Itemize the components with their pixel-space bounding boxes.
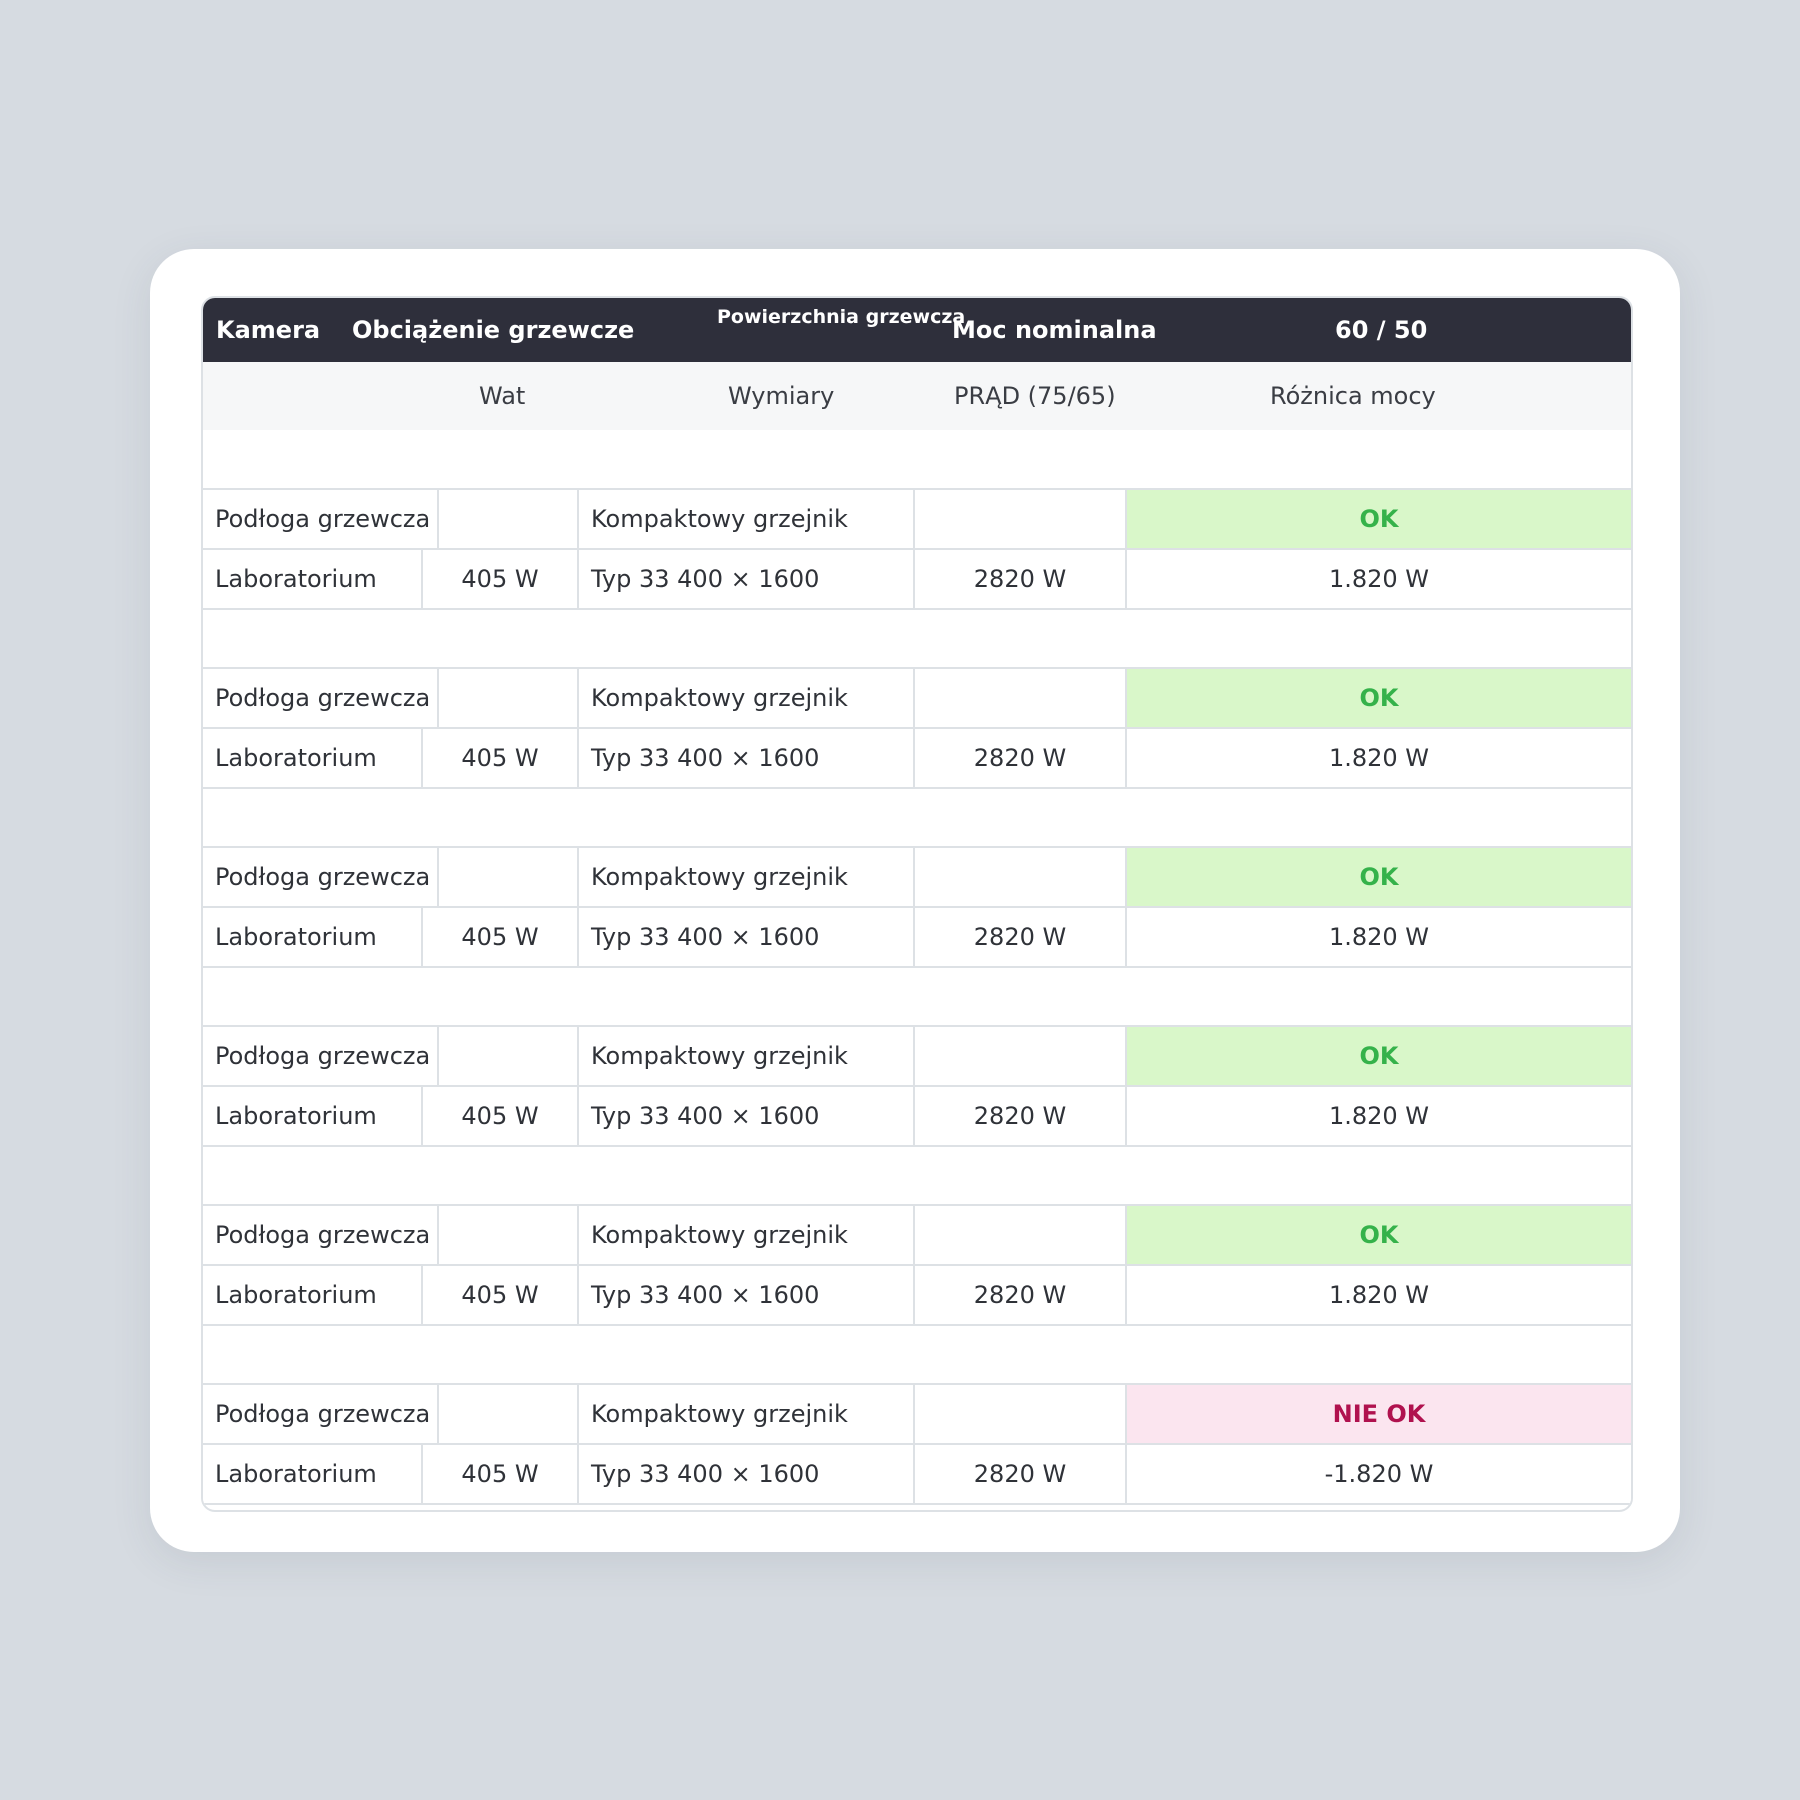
row-divider	[203, 846, 1631, 848]
cell-radiator-model: Typ 33 400 × 1600	[577, 548, 915, 610]
cell-power-difference: 1.820 W	[1125, 548, 1631, 610]
cell-nominal-power: 2820 W	[913, 548, 1127, 610]
table-header: Kamera Obciążenie grzewcze Powierzchnia …	[203, 298, 1631, 362]
subheader-power-difference: Różnica mocy	[1270, 382, 1436, 410]
cell-room-name: Laboratorium	[203, 1085, 423, 1147]
row-group: Podłoga grzewcza Kompaktowy grzejnik OK Lab…	[203, 1025, 1631, 1204]
cell-heating-load: 405 W	[421, 727, 579, 789]
cell-nominal-power: 2820 W	[913, 906, 1127, 968]
cell-nominal-power: 2820 W	[913, 1085, 1127, 1147]
subheader-current: PRĄD (75/65)	[954, 382, 1116, 410]
cell-heating-load: 405 W	[421, 1264, 579, 1326]
row-group: Podłoga grzewcza Kompaktowy grzejnik OK Lab…	[203, 667, 1631, 846]
row-group: Podłoga grzewcza Kompaktowy grzejnik OK Lab…	[203, 846, 1631, 1025]
cell-room-name: Laboratorium	[203, 727, 423, 789]
cell-heating-load: 405 W	[421, 548, 579, 610]
cell-room-name: Laboratorium	[203, 548, 423, 610]
header-temperature-ratio: 60 / 50	[1335, 316, 1428, 344]
subheader-dimensions: Wymiary	[728, 382, 835, 410]
cell-heating-type: Podłoga grzewcza	[203, 1383, 439, 1445]
cell-radiator-type: Kompaktowy grzejnik	[577, 1025, 915, 1087]
cell-radiator-type: Kompaktowy grzejnik	[577, 667, 915, 729]
cell-radiator-type: Kompaktowy grzejnik	[577, 846, 915, 908]
subheader-watt: Wat	[479, 382, 526, 410]
cell-status-badge: OK	[1125, 1204, 1631, 1266]
header-nominal-power: Moc nominalna	[952, 316, 1157, 344]
cell-heating-load: 405 W	[421, 1443, 579, 1505]
cell-heating-type: Podłoga grzewcza	[203, 1204, 439, 1266]
header-camera: Kamera	[216, 316, 321, 344]
cell-status-badge: OK	[1125, 667, 1631, 729]
header-heating-surface: Powierzchnia grzewcza	[717, 306, 966, 328]
cell-heating-type: Podłoga grzewcza	[203, 846, 439, 908]
row-divider	[203, 1383, 1631, 1385]
cell-heating-load: 405 W	[421, 906, 579, 968]
cell-radiator-model: Typ 33 400 × 1600	[577, 727, 915, 789]
row-group: Podłoga grzewcza Kompaktowy grzejnik OK Lab…	[203, 488, 1631, 667]
cell-heating-type: Podłoga grzewcza	[203, 667, 439, 729]
row-divider	[203, 667, 1631, 669]
cell-radiator-type: Kompaktowy grzejnik	[577, 488, 915, 550]
cell-radiator-model: Typ 33 400 × 1600	[577, 1264, 915, 1326]
heating-table: Kamera Obciążenie grzewcze Powierzchnia …	[201, 296, 1633, 1512]
table-subheader: Wat Wymiary PRĄD (75/65) Różnica mocy	[203, 362, 1631, 430]
row-group: Podłoga grzewcza Kompaktowy grzejnik OK Lab…	[203, 1204, 1631, 1383]
cell-radiator-model: Typ 33 400 × 1600	[577, 1443, 915, 1505]
cell-power-difference: 1.820 W	[1125, 1085, 1631, 1147]
cell-nominal-power: 2820 W	[913, 1264, 1127, 1326]
cell-room-name: Laboratorium	[203, 1443, 423, 1505]
cell-status-badge: OK	[1125, 488, 1631, 550]
cell-room-name: Laboratorium	[203, 906, 423, 968]
cell-radiator-model: Typ 33 400 × 1600	[577, 1085, 915, 1147]
cell-heating-load: 405 W	[421, 1085, 579, 1147]
cell-radiator-type: Kompaktowy grzejnik	[577, 1204, 915, 1266]
cell-status-badge: OK	[1125, 846, 1631, 908]
row-divider	[203, 488, 1631, 490]
row-divider	[203, 1025, 1631, 1027]
cell-status-badge: NIE OK	[1125, 1383, 1631, 1445]
cell-room-name: Laboratorium	[203, 1264, 423, 1326]
cell-power-difference: 1.820 W	[1125, 727, 1631, 789]
cell-heating-type: Podłoga grzewcza	[203, 488, 439, 550]
cell-power-difference: 1.820 W	[1125, 1264, 1631, 1326]
cell-radiator-model: Typ 33 400 × 1600	[577, 906, 915, 968]
row-group: Podłoga grzewcza Kompaktowy grzejnik NIE O…	[203, 1383, 1631, 1510]
header-heating-load: Obciążenie grzewcze	[352, 316, 635, 344]
cell-nominal-power: 2820 W	[913, 1443, 1127, 1505]
cell-radiator-type: Kompaktowy grzejnik	[577, 1383, 915, 1445]
row-divider	[203, 1204, 1631, 1206]
cell-power-difference: -1.820 W	[1125, 1443, 1631, 1505]
cell-power-difference: 1.820 W	[1125, 906, 1631, 968]
cell-status-badge: OK	[1125, 1025, 1631, 1087]
cell-heating-type: Podłoga grzewcza	[203, 1025, 439, 1087]
cell-nominal-power: 2820 W	[913, 727, 1127, 789]
